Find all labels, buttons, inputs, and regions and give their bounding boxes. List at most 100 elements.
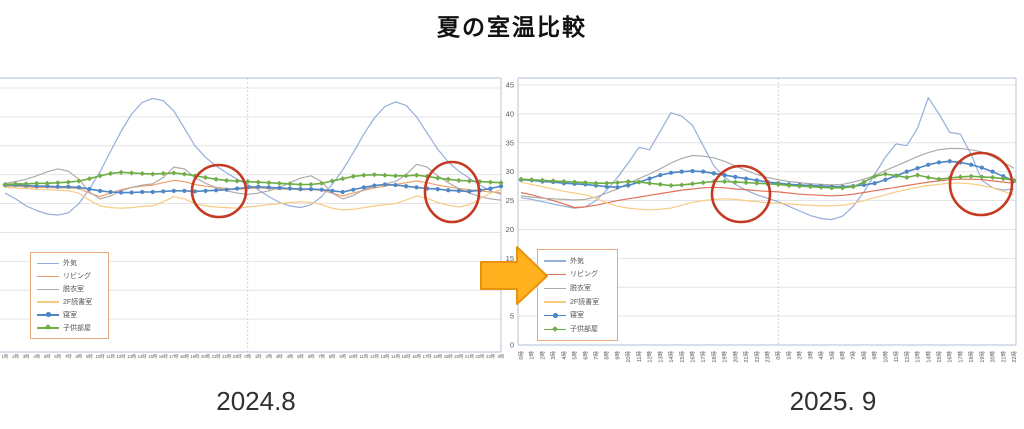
x-tick-label: 20時 — [989, 351, 997, 363]
legend-label: リビング — [570, 271, 598, 279]
x-tick-label: 12時 — [117, 354, 127, 359]
data-marker — [518, 176, 524, 182]
x-tick-label: 16時 — [688, 351, 696, 363]
data-marker — [722, 173, 727, 178]
data-marker — [224, 187, 229, 192]
data-marker — [192, 173, 198, 179]
data-marker — [990, 169, 995, 174]
data-marker — [989, 174, 996, 181]
data-marker — [958, 160, 963, 165]
x-tick-label: 2時 — [12, 354, 19, 359]
data-marker — [604, 180, 610, 186]
x-tick-label: 1時 — [2, 354, 9, 359]
x-tick-label: 13時 — [914, 351, 922, 363]
data-marker — [308, 187, 314, 192]
x-tick-label: 4時 — [560, 351, 568, 360]
data-marker — [467, 189, 472, 194]
data-marker — [202, 174, 209, 181]
x-tick-label: 6時 — [839, 351, 847, 360]
data-marker — [979, 165, 984, 170]
series-line — [520, 147, 1015, 201]
data-marker — [234, 178, 240, 184]
y-tick-label: 15 — [506, 254, 514, 263]
data-marker — [775, 181, 781, 187]
legend-item-outdoor: 外気 — [37, 258, 102, 268]
data-marker — [45, 184, 50, 189]
data-marker — [118, 190, 124, 195]
x-tick-label: 19時 — [190, 354, 200, 359]
data-marker — [487, 179, 494, 185]
data-marker — [668, 182, 674, 189]
x-tick-label: 21時 — [212, 354, 222, 359]
x-tick-label: 14時 — [667, 351, 675, 363]
data-marker — [425, 186, 430, 191]
data-marker — [171, 170, 177, 176]
x-tick-label: 3時 — [549, 351, 557, 360]
x-tick-label: 16時 — [412, 354, 422, 359]
data-marker — [351, 187, 356, 192]
data-marker — [861, 182, 867, 188]
data-marker — [97, 173, 103, 179]
x-tick-label: 10時 — [95, 354, 105, 359]
data-marker — [308, 181, 314, 188]
data-marker — [298, 187, 303, 192]
data-marker — [829, 185, 835, 191]
legend-label: 外気 — [63, 260, 77, 268]
data-marker — [626, 183, 631, 188]
data-marker — [171, 188, 176, 193]
legend-swatch — [544, 285, 566, 292]
x-tick-label: 15時 — [678, 351, 686, 363]
data-marker — [413, 172, 420, 178]
x-tick-label: 13時 — [656, 351, 664, 363]
legend-label: 寝室 — [63, 311, 77, 319]
data-marker — [689, 181, 696, 187]
x-tick-label: 23時 — [764, 351, 772, 363]
x-tick-label: 5時 — [571, 351, 579, 360]
data-marker — [256, 184, 261, 189]
y-tick-label: 20 — [506, 225, 514, 234]
data-marker — [55, 184, 60, 189]
data-marker — [883, 177, 888, 182]
data-marker — [882, 171, 888, 177]
data-marker — [550, 178, 556, 184]
data-marker — [213, 188, 219, 193]
x-tick-label: 23時 — [233, 354, 243, 359]
data-marker — [224, 177, 230, 184]
data-marker — [182, 188, 187, 193]
series-line — [520, 97, 1015, 221]
x-tick-label: 23時 — [486, 354, 496, 359]
data-marker — [235, 186, 240, 191]
data-marker — [968, 173, 974, 179]
x-tick-label: 11時 — [635, 351, 643, 363]
x-tick-label: 2時 — [265, 354, 272, 359]
data-marker — [372, 183, 377, 188]
legend-label: 子供部屋 — [570, 326, 598, 334]
data-marker — [245, 185, 250, 190]
data-marker — [318, 180, 325, 186]
series-dressing-room — [520, 147, 1015, 201]
left-chart-caption: 2024.8 — [216, 386, 296, 416]
legend-item-reading-room: 2F読書室 — [37, 297, 102, 307]
legend-item-dressing-room: 脱衣室 — [544, 283, 611, 293]
data-marker — [107, 170, 114, 177]
data-marker — [872, 181, 877, 186]
x-tick-label: 11時 — [106, 354, 115, 359]
data-marker — [914, 172, 921, 178]
x-tick-label: 6時 — [54, 354, 61, 359]
data-marker — [456, 177, 462, 184]
x-tick-label: 15時 — [148, 354, 158, 359]
x-tick-label: 7時 — [849, 351, 857, 360]
right-chart-caption: 2025. 9 — [789, 386, 877, 416]
data-marker — [55, 180, 61, 186]
data-marker — [446, 188, 451, 193]
legend-label: リビング — [63, 273, 91, 281]
slide-title: 夏の室温比較 — [437, 14, 587, 40]
data-marker — [947, 159, 952, 164]
x-tick-label: 16時 — [946, 351, 954, 363]
series-line — [4, 186, 502, 211]
data-marker — [498, 180, 504, 186]
data-marker — [604, 184, 609, 189]
data-marker — [657, 181, 663, 187]
data-marker — [266, 185, 271, 190]
